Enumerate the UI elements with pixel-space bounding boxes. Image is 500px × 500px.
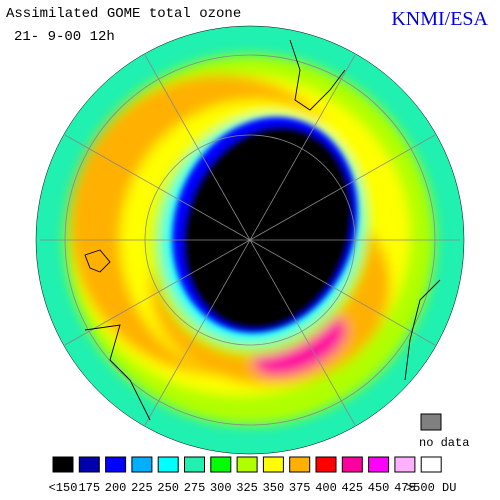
legend-label: 400 [315,481,337,495]
legend-label: 250 [157,481,179,495]
legend-swatch [420,456,442,473]
legend-label: 225 [131,481,153,495]
legend-swatch [341,456,363,473]
legend-swatch [157,456,179,473]
legend-label: 425 [341,481,363,495]
legend-label: 350 [263,481,285,495]
legend-label: 175 [78,481,100,495]
legend-label: <150 [49,481,78,495]
legend-swatch [236,456,258,473]
legend-swatch [78,456,100,473]
legend-swatch [394,456,416,473]
legend-label: 475 [394,481,416,495]
legend-label: 450 [368,481,390,495]
legend-label: 325 [236,481,258,495]
legend-swatch [289,456,311,473]
legend-label: 300 [210,481,232,495]
legend-label: 200 [105,481,127,495]
legend-label: 375 [289,481,311,495]
legend-swatch [210,456,232,473]
map-title: Assimilated GOME total ozone [6,6,241,22]
legend-swatch [315,456,337,473]
no-data-swatch [420,413,442,431]
legend: <150 175 200 225 250 275 300 325 350 375 400 425 450… [49,456,456,495]
legend-swatch [131,456,153,473]
legend-swatch [52,456,74,473]
legend-swatch [105,456,127,473]
ozone-field [36,26,464,454]
legend-swatch [184,456,205,473]
legend-swatch [262,456,284,473]
credit: KNMI/ESA [391,8,488,30]
no-data-label: no data [419,436,469,450]
legend-swatch [368,456,390,473]
map-date: 21- 9-00 12h [14,29,115,45]
legend-label: 275 [184,481,206,495]
legend-label: >500 DU [406,481,456,495]
